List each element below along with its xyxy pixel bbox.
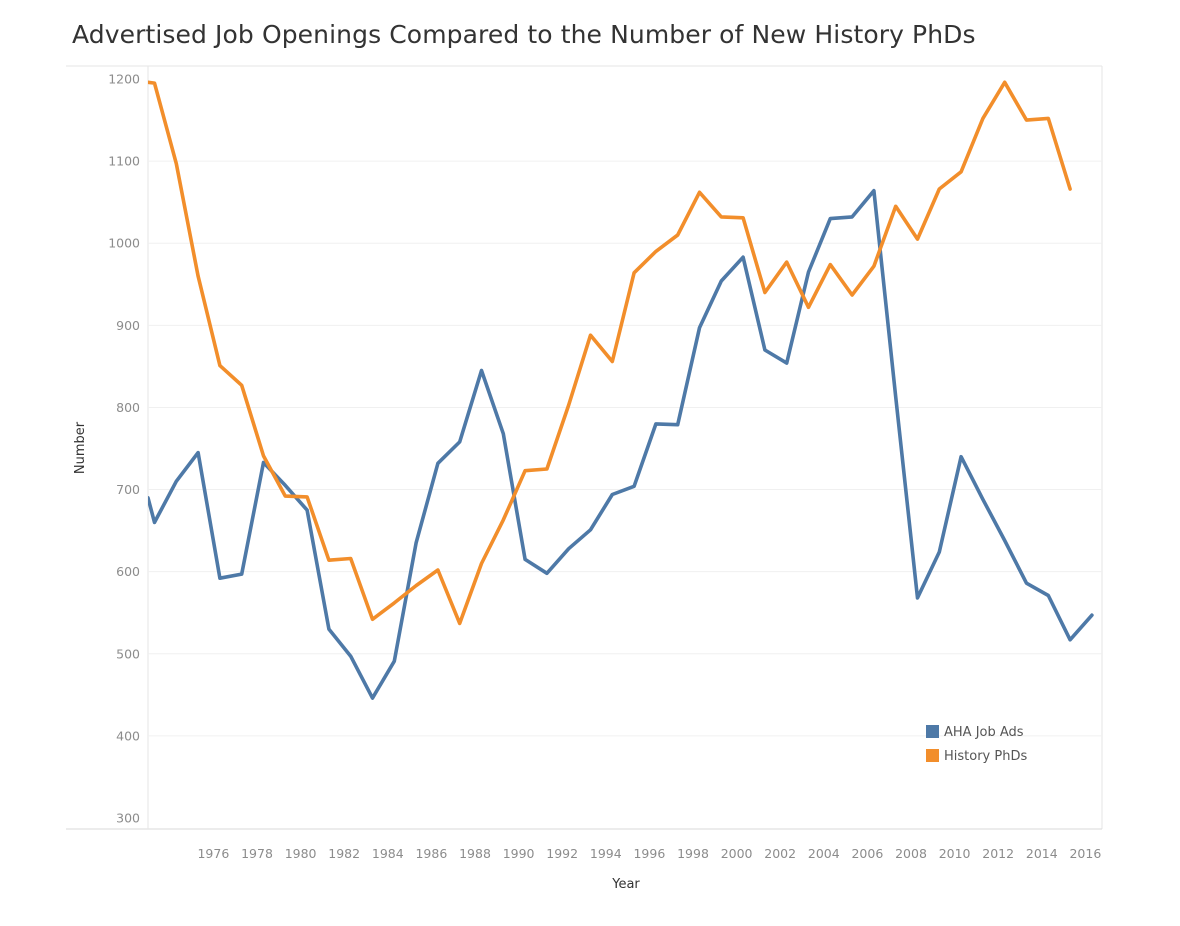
x-tick-label: 1982 — [328, 846, 360, 861]
x-tick-label: 1976 — [197, 846, 229, 861]
series-line-history-phds — [148, 80, 1072, 626]
series-line-aha-job-ads — [148, 188, 1094, 700]
y-tick-label: 1200 — [108, 72, 140, 87]
x-tick-label: 1992 — [546, 846, 578, 861]
x-tick-label: 1990 — [503, 846, 535, 861]
y-tick-label: 400 — [116, 728, 140, 743]
y-tick-label: 1100 — [108, 154, 140, 169]
y-tick-label: 1000 — [108, 236, 140, 251]
x-tick-label: 2002 — [764, 846, 796, 861]
y-tick-label: 300 — [116, 811, 140, 826]
x-tick-label: 1984 — [372, 846, 404, 861]
legend-label-history-phds: History PhDs — [944, 749, 1027, 764]
y-axis-title: Number — [73, 421, 88, 474]
x-tick-label: 2004 — [808, 846, 840, 861]
x-tick-label: 1988 — [459, 846, 491, 861]
x-tick-label: 1996 — [633, 846, 665, 861]
y-tick-label: 900 — [116, 318, 140, 333]
x-tick-label: 1978 — [241, 846, 273, 861]
y-tick-label: 500 — [116, 646, 140, 661]
y-tick-label: 700 — [116, 482, 140, 497]
x-tick-label: 2006 — [851, 846, 883, 861]
legend-label-aha-job-ads: AHA Job Ads — [944, 725, 1024, 740]
x-tick-label: 1980 — [285, 846, 317, 861]
y-tick-label: 600 — [116, 564, 140, 579]
legend-swatch-history-phds — [926, 749, 939, 762]
x-tick-label: 1998 — [677, 846, 709, 861]
x-tick-label: 2008 — [895, 846, 927, 861]
legend-swatch-aha-job-ads — [926, 725, 939, 738]
y-tick-label: 800 — [116, 400, 140, 415]
chart-title: Advertised Job Openings Compared to the … — [72, 20, 976, 49]
x-tick-label: 2012 — [982, 846, 1014, 861]
x-tick-label: 2010 — [939, 846, 971, 861]
x-axis-title: Year — [611, 877, 640, 892]
x-tick-label: 2014 — [1026, 846, 1058, 861]
x-tick-label: 1986 — [415, 846, 447, 861]
x-tick-label: 2000 — [721, 846, 753, 861]
x-tick-label: 1994 — [590, 846, 622, 861]
x-tick-label: 2016 — [1069, 846, 1101, 861]
